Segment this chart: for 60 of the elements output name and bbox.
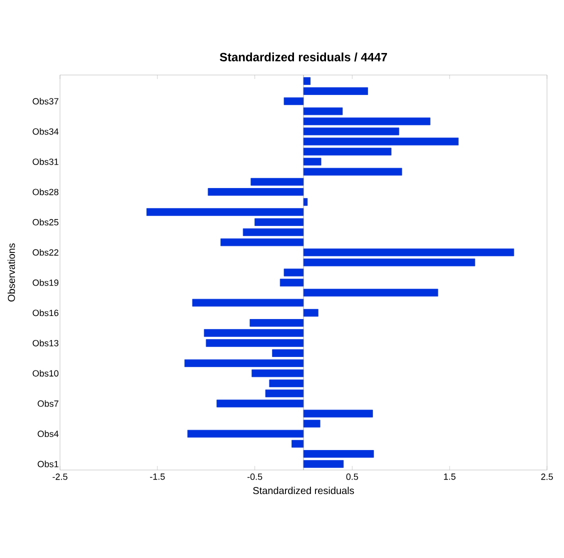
bar <box>303 107 343 116</box>
x-tick-label: 2.5 <box>541 474 553 480</box>
y-tick-label: Obs25 <box>32 218 58 226</box>
y-tick-label: Obs34 <box>32 128 59 135</box>
y-tick-label: Obs4 <box>38 430 59 438</box>
bar <box>303 420 320 428</box>
y-tick-label: Obs19 <box>32 279 58 286</box>
bar <box>303 168 402 176</box>
bar <box>303 118 430 126</box>
y-tick-label: Obs1 <box>38 460 58 468</box>
y-tick-label: Obs10 <box>32 370 58 377</box>
y-tick-label: Obs28 <box>32 188 58 196</box>
bar <box>204 329 304 337</box>
x-tick-label: -1.5 <box>150 474 165 480</box>
bar <box>146 208 304 216</box>
bar <box>250 319 304 327</box>
bar <box>250 178 304 186</box>
bar <box>284 97 304 106</box>
x-tick-label: -0.5 <box>247 474 262 480</box>
y-tick-label: Obs16 <box>32 310 58 316</box>
bar <box>303 460 344 468</box>
bar <box>303 77 311 85</box>
bar <box>216 400 304 408</box>
y-axis-title: Observations <box>8 243 15 302</box>
bar <box>303 87 368 95</box>
bar <box>292 440 304 448</box>
bar <box>269 380 304 388</box>
bar <box>280 278 304 286</box>
bar <box>303 308 318 317</box>
bar <box>206 339 304 347</box>
bar <box>220 238 304 246</box>
x-axis-title: Standardized residuals <box>253 486 354 494</box>
bar <box>303 288 438 296</box>
bar <box>303 410 373 418</box>
x-tick-label: 1.5 <box>444 474 456 480</box>
bar <box>303 138 459 146</box>
bar <box>242 228 304 236</box>
bar <box>252 369 304 378</box>
bar <box>208 188 304 196</box>
bar <box>192 298 304 307</box>
y-tick-label: Obs13 <box>32 340 58 346</box>
y-tick-label: Obs7 <box>38 400 58 407</box>
bar <box>303 128 400 136</box>
x-tick-label: -2.5 <box>52 474 68 480</box>
bar <box>187 430 304 438</box>
chart-title: Standardized residuals / 4447 <box>220 52 388 62</box>
bar <box>284 268 304 276</box>
bar <box>254 218 304 226</box>
y-tick-label: Obs31 <box>32 158 58 165</box>
bar <box>303 148 392 156</box>
x-tick-label: 0.5 <box>346 474 358 480</box>
bar <box>303 450 374 458</box>
y-tick-label: Obs37 <box>32 98 58 105</box>
bar <box>265 390 304 398</box>
bar <box>303 248 514 256</box>
y-tick-label: Obs22 <box>32 249 58 256</box>
bar <box>303 158 322 166</box>
bar <box>184 359 304 368</box>
bar <box>303 258 476 266</box>
bar <box>272 349 304 357</box>
